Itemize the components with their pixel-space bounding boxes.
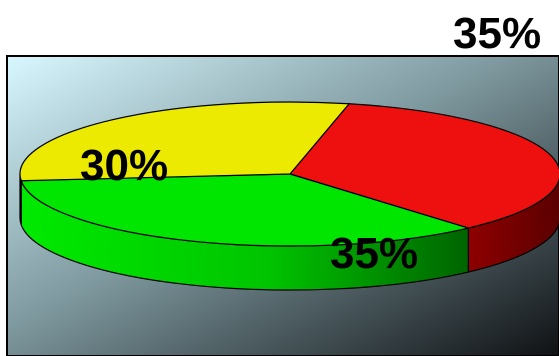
slice-label-red: 35% (453, 9, 541, 58)
slice-label-yellow: 30% (80, 141, 168, 190)
pie-slice-red (288, 103, 559, 229)
pie-slice-yellow (19, 101, 351, 182)
slice-label-green: 35% (330, 229, 418, 278)
pie-slice-green (20, 173, 471, 247)
